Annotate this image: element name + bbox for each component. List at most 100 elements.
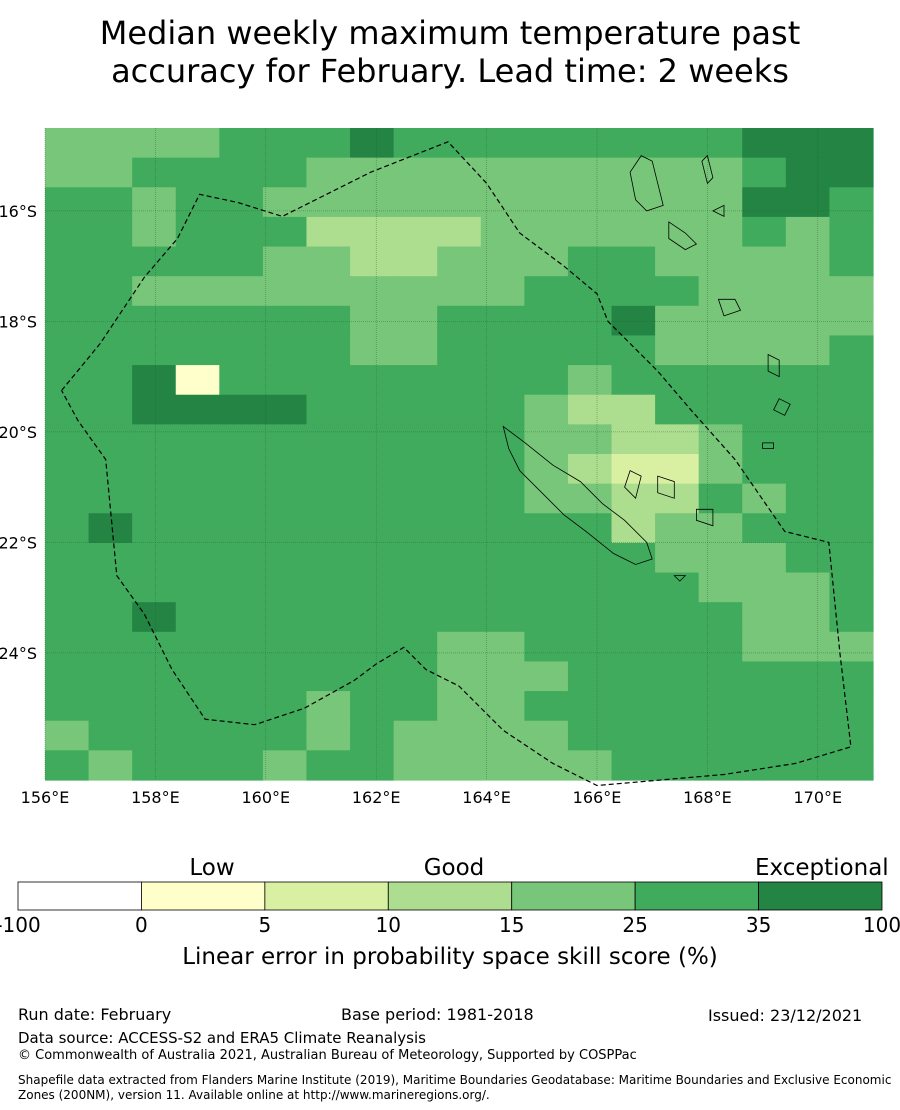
grid-cell: [306, 365, 351, 396]
grid-cell: [175, 750, 220, 781]
title-line-2: accuracy for February. Lead time: 2 week…: [111, 52, 789, 90]
grid-cell: [88, 631, 133, 663]
grid-cell: [393, 513, 438, 544]
grid-cell: [219, 720, 264, 751]
grid-cell: [88, 246, 133, 277]
grid-cell: [219, 128, 264, 159]
grid-cell: [655, 750, 700, 781]
grid-cell: [698, 424, 743, 455]
grid-cell: [350, 720, 395, 751]
grid-cell: [480, 424, 525, 455]
grid-cell: [393, 454, 438, 485]
grid-cell: [132, 572, 177, 603]
colorbar-tick-label: 25: [622, 913, 647, 937]
grid-cell: [829, 542, 874, 574]
grid-cell: [742, 661, 787, 692]
grid-cell: [524, 187, 569, 218]
longitude-tick-label: 160°E: [241, 788, 290, 807]
grid-cell: [306, 276, 351, 307]
grid-cell: [524, 246, 569, 277]
grid-cell: [219, 454, 264, 485]
grid-cell: [480, 750, 525, 781]
grid-cell: [88, 276, 133, 307]
grid-cell: [829, 483, 874, 514]
category-good: Good: [423, 855, 485, 881]
grid-cell: [175, 157, 220, 188]
grid-cell: [132, 483, 177, 514]
grid-cell: [262, 216, 308, 248]
grid-cell: [393, 365, 438, 396]
grid-cell: [393, 216, 438, 248]
grid-cell: [437, 750, 482, 781]
grid-cell: [88, 424, 133, 455]
grid-cell: [350, 661, 395, 692]
grid-cell: [88, 305, 133, 337]
grid-cell: [524, 305, 569, 337]
grid-cell: [132, 631, 177, 663]
grid-cell: [785, 276, 831, 307]
grid-cell: [175, 335, 220, 366]
grid-cell: [655, 691, 700, 722]
grid-cell: [132, 187, 177, 218]
grid-cell: [655, 187, 700, 218]
grid-cell: [219, 216, 264, 248]
grid-cell: [219, 483, 264, 514]
title-line-1: Median weekly maximum temperature past: [99, 14, 801, 52]
island-outline: [711, 204, 725, 218]
grid-cell: [132, 335, 177, 366]
grid-cell: [88, 187, 133, 218]
grid-cell: [175, 187, 220, 218]
grid-cell: [742, 128, 787, 159]
grid-cell: [524, 572, 569, 603]
category-low: Low: [189, 855, 235, 881]
grid-cell: [785, 424, 831, 455]
island-outline: [629, 155, 664, 212]
grid-cell: [742, 720, 787, 751]
grid-cell: [350, 335, 395, 366]
grid-cell: [567, 661, 613, 692]
island-outline: [624, 470, 642, 499]
grid-cell: [350, 246, 395, 277]
colorbar-segment: [758, 881, 883, 911]
latitude-tick-label: 22°S: [0, 533, 37, 552]
grid-cell: [437, 454, 482, 485]
grid-cell: [262, 631, 308, 663]
grid-cell: [175, 691, 220, 722]
grid-cell: [742, 305, 787, 337]
island-outline: [762, 442, 774, 449]
grid-cell: [88, 216, 133, 248]
grid-cell: [45, 720, 90, 751]
grid-cell: [655, 720, 700, 751]
island-outline: [502, 425, 653, 565]
grid-cell: [175, 128, 220, 159]
grid-cell: [219, 187, 264, 218]
grid-cell: [393, 720, 438, 751]
grid-cell: [219, 276, 264, 307]
grid-cell: [132, 750, 177, 781]
grid-cell: [611, 691, 656, 722]
grid-cell: [785, 246, 831, 277]
grid-cell: [132, 246, 177, 277]
grid-cell: [219, 305, 264, 337]
grid-cell: [175, 365, 220, 396]
grid-cell: [437, 276, 482, 307]
grid-cell: [655, 128, 700, 159]
grid-cell: [655, 631, 700, 663]
grid-cell: [350, 394, 395, 425]
grid-cell: [698, 157, 743, 188]
grid-cell: [132, 424, 177, 455]
eez-boundary: [61, 141, 852, 787]
grid-cell: [306, 187, 351, 218]
grid-cell: [262, 276, 308, 307]
grid-cell: [88, 691, 133, 722]
grid-cell: [306, 542, 351, 574]
grid-cell: [393, 157, 438, 188]
grid-cell: [829, 216, 874, 248]
longitude-ticks: 156°E 158°E 160°E 162°E 164°E 166°E 168°E 170°E: [21, 788, 842, 807]
grid-cell: [567, 483, 613, 514]
colorbar-segment: [387, 881, 513, 911]
grid-cell: [655, 661, 700, 692]
grid-cell: [132, 720, 177, 751]
grid-cell: [742, 216, 787, 248]
grid-cell: [567, 365, 613, 396]
